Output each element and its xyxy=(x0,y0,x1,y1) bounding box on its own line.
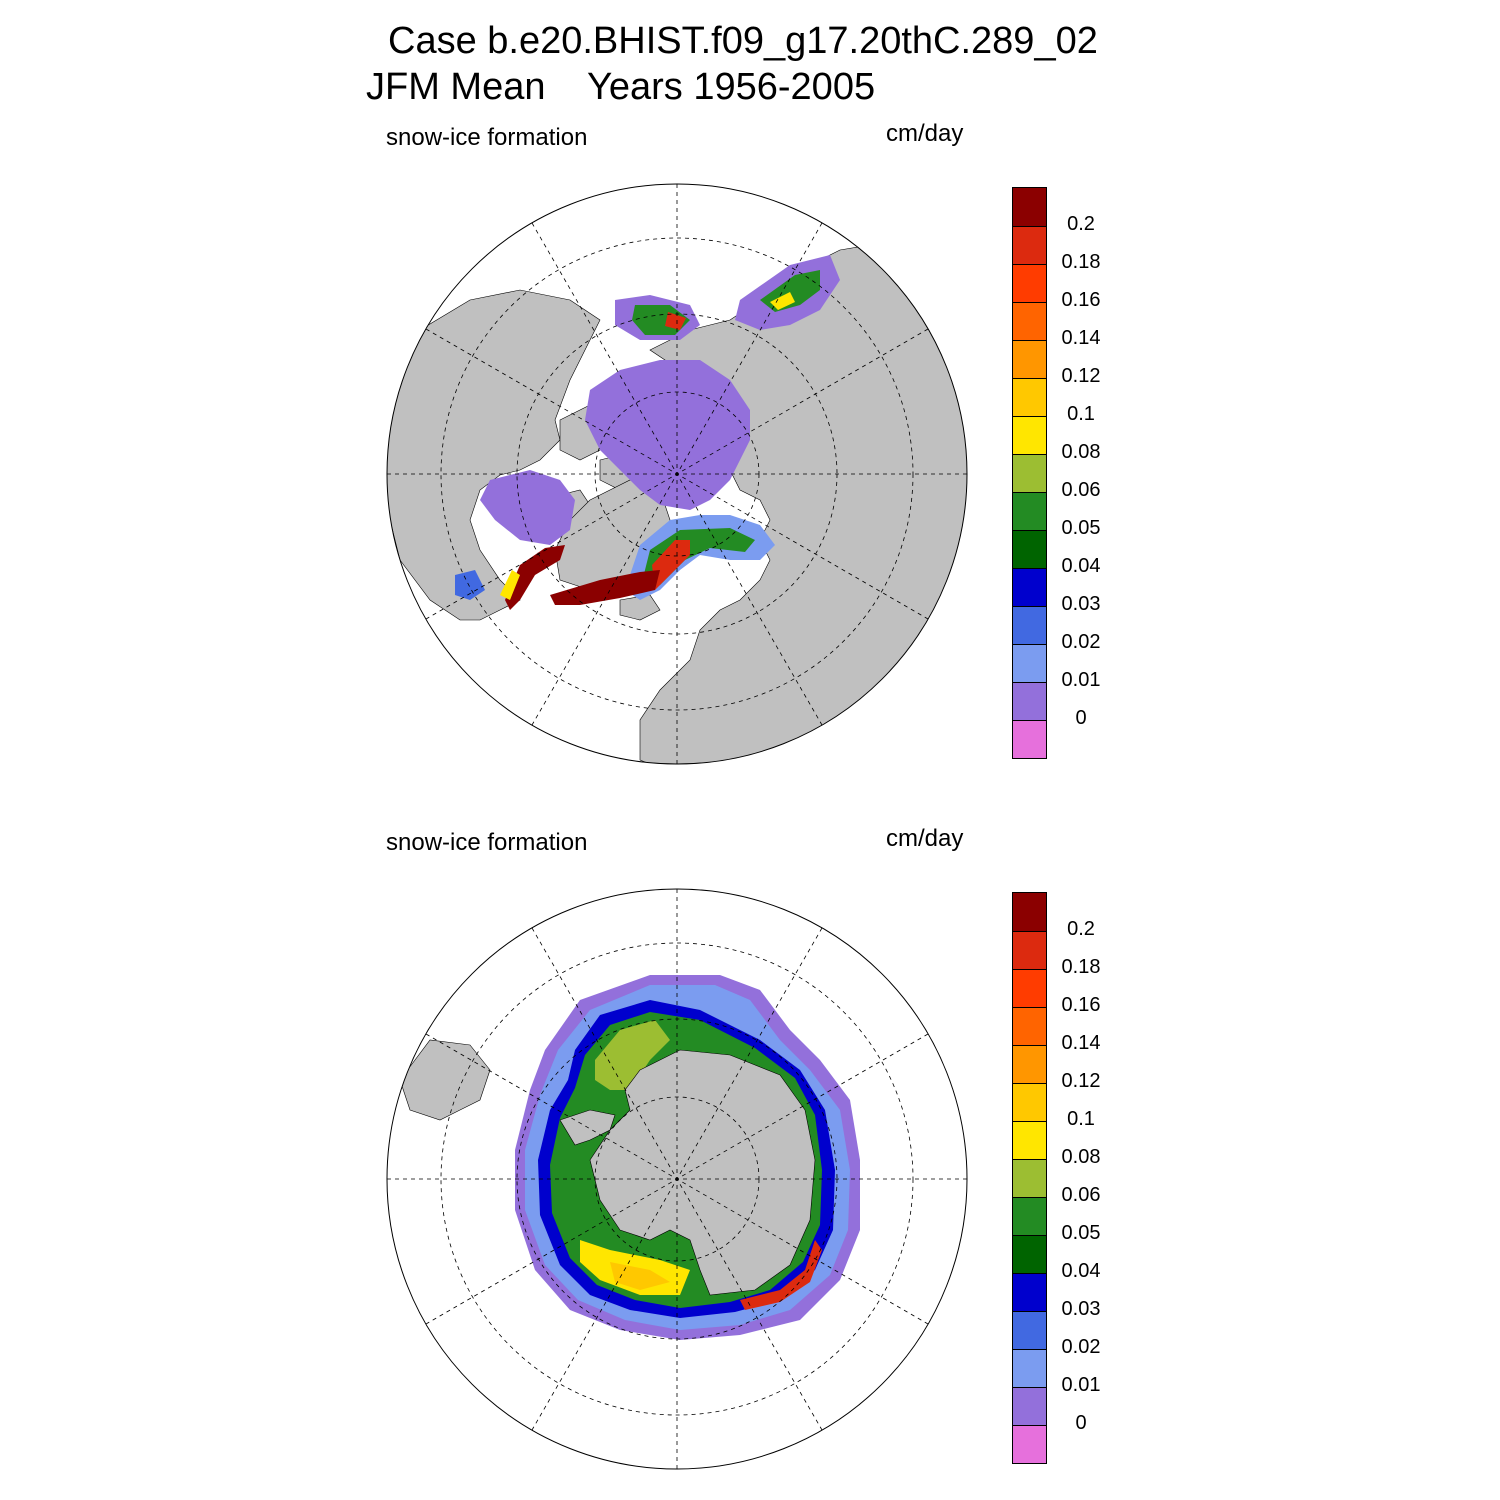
north-colorbar-tick-label: 0.12 xyxy=(1061,365,1101,387)
north-colorbar-segment xyxy=(1013,530,1046,568)
north-panel-variable-label: snow-ice formation xyxy=(386,124,588,151)
north-colorbar-tick-label: 0.18 xyxy=(1061,251,1101,273)
south-colorbar-box xyxy=(1012,892,1047,1464)
north-colorbar-segment xyxy=(1013,720,1046,758)
south-colorbar-tick-label: 0.05 xyxy=(1061,1222,1101,1244)
north-arctic-basin-field xyxy=(585,360,750,510)
north-colorbar-segment xyxy=(1013,302,1046,340)
south-colorbar-segment xyxy=(1013,969,1046,1007)
north-colorbar-tick-label: 0.01 xyxy=(1061,669,1101,691)
south-colorbar-segment xyxy=(1013,1235,1046,1273)
south-colorbar-tick-label: 0.02 xyxy=(1061,1336,1101,1358)
south-colorbar-tick-label: 0.03 xyxy=(1061,1298,1101,1320)
north-labrador-red xyxy=(505,545,565,610)
north-colorbar-segment xyxy=(1013,416,1046,454)
south-panel-variable-label: snow-ice formation xyxy=(386,829,588,856)
south-colorbar-tick-label: 0.06 xyxy=(1061,1184,1101,1206)
north-colorbar-segment xyxy=(1013,606,1046,644)
south-colorbar-tick-label: 0.08 xyxy=(1061,1146,1101,1168)
north-bering-yellow xyxy=(770,292,795,310)
south-antarctica-land xyxy=(589,1049,816,1296)
north-colorbar-tick-label: 0.04 xyxy=(1061,555,1101,577)
south-colorbar-tick-label: 0.16 xyxy=(1061,994,1101,1016)
south-colorbar-tick-label: 0.18 xyxy=(1061,956,1101,978)
north-barents-band-red xyxy=(652,540,690,590)
south-colorbar-segment xyxy=(1013,1007,1046,1045)
north-colorbar-segment xyxy=(1013,568,1046,606)
north-colorbar-tick-label: 0.08 xyxy=(1061,441,1101,463)
south-colorbar-tick-label: 0.12 xyxy=(1061,1070,1101,1092)
south-colorbar-segment xyxy=(1013,1387,1046,1425)
south-colorbar-segment xyxy=(1013,1121,1046,1159)
north-graticule xyxy=(387,184,967,764)
south-south-america-land xyxy=(399,1039,491,1121)
north-greenland-east-red xyxy=(550,570,660,605)
south-colorbar-tick-label: 0.14 xyxy=(1061,1032,1101,1054)
north-colorbar-box xyxy=(1012,187,1047,759)
south-colorbar-segment xyxy=(1013,931,1046,969)
north-colorbar-tick-label: 0.05 xyxy=(1061,517,1101,539)
south-colorbar-segment xyxy=(1013,1197,1046,1235)
north-colorbar-tick-label: 0.02 xyxy=(1061,631,1101,653)
north-colorbar-tick-label: 0.06 xyxy=(1061,479,1101,501)
north-colorbar-segment xyxy=(1013,644,1046,682)
south-colorbar-tick-label: 0.2 xyxy=(1067,918,1095,940)
north-colorbar-segment xyxy=(1013,454,1046,492)
south-colorbar-tick-label: 0.1 xyxy=(1067,1108,1095,1130)
south-colorbar-segment xyxy=(1013,1159,1046,1197)
north-colorbar-tick-label: 0.1 xyxy=(1067,403,1095,425)
south-colorbar-segment xyxy=(1013,1273,1046,1311)
north-colorbar-segment xyxy=(1013,226,1046,264)
north-okhotsk-red xyxy=(665,312,686,330)
south-graticule xyxy=(387,889,967,1469)
south-colorbar-tick-label: 0.04 xyxy=(1061,1260,1101,1282)
north-labrador-yellow xyxy=(500,570,520,600)
south-colorbar-segment xyxy=(1013,1311,1046,1349)
north-colorbar-segment xyxy=(1013,378,1046,416)
south-panel-units-label: cm/day xyxy=(886,825,964,852)
north-colorbar-segment xyxy=(1013,340,1046,378)
south-polar-map xyxy=(387,889,967,1469)
north-colorbar-segment xyxy=(1013,188,1046,226)
south-colorbar-segment xyxy=(1013,1349,1046,1387)
north-hudson-bay-field xyxy=(480,470,575,545)
north-america-land xyxy=(387,289,601,621)
south-colorbar-segment xyxy=(1013,1425,1046,1463)
south-weddell-yellowgreen xyxy=(595,1020,670,1090)
north-colorbar-tick-label: 0.2 xyxy=(1067,213,1095,235)
north-colorbar-tick-label: 0.14 xyxy=(1061,327,1101,349)
south-colorbar-segment xyxy=(1013,1045,1046,1083)
north-polar-map xyxy=(387,184,967,764)
north-colorbar-segment xyxy=(1013,492,1046,530)
south-map-border xyxy=(386,888,968,1470)
north-colorbar-tick-label: 0.16 xyxy=(1061,289,1101,311)
north-colorbar-tick-label: 0.03 xyxy=(1061,593,1101,615)
figure-title-line1: Case b.e20.BHIST.f09_g17.20thC.289_02 xyxy=(388,20,1098,62)
figure-title-line2: JFM Mean Years 1956-2005 xyxy=(366,66,876,108)
south-colorbar-segment xyxy=(1013,893,1046,931)
north-colorbar-tick-label: 0 xyxy=(1075,707,1087,729)
south-colorbar-tick-label: 0.01 xyxy=(1061,1374,1101,1396)
south-colorbar-tick-label: 0 xyxy=(1075,1412,1087,1434)
north-colorbar-segment xyxy=(1013,264,1046,302)
north-stlawrence-field xyxy=(455,570,485,600)
south-colorbar-segment xyxy=(1013,1083,1046,1121)
north-map-border xyxy=(386,183,968,765)
north-colorbar-segment xyxy=(1013,682,1046,720)
north-panel-units-label: cm/day xyxy=(886,120,964,147)
